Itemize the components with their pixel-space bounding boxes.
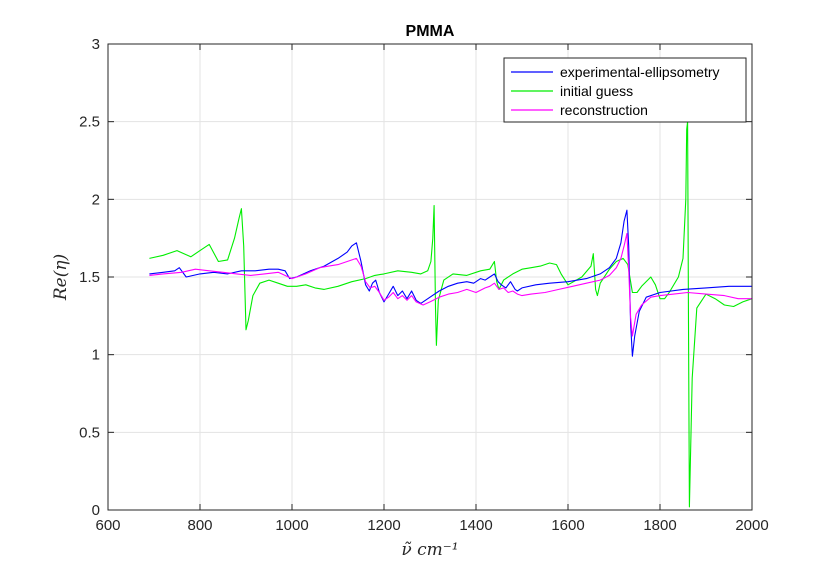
y-tick-label: 2 [92,191,100,208]
y-tick-label: 0 [92,502,100,519]
x-axis-label: ν̃ cm⁻¹ [401,540,458,560]
x-tick-label: 1600 [551,517,584,534]
x-tick-label: 600 [95,517,120,534]
y-tick-label: 0.5 [79,424,100,441]
y-tick-label: 1.5 [79,269,100,286]
legend-label: reconstruction [560,102,648,118]
series-line-experimental-ellipsometry [149,209,752,357]
ticks: 600 800 1000 1200 1400 1600 1800 2000 0 0.5 1 1.5 2 2… [79,36,769,534]
y-tick-label: 3 [92,36,100,53]
y-axis-label: Re(η) [51,254,71,301]
chart-title: PMMA [406,23,455,40]
series-line-initial-guess [149,121,753,508]
x-tick-label: 800 [187,517,212,534]
y-tick-label: 2.5 [79,114,100,131]
legend-box [503,57,747,123]
x-tick-label: 1200 [367,517,400,534]
x-tick-label: 1000 [275,517,308,534]
series-layer [149,121,753,508]
x-tick-label: 2000 [735,517,768,534]
legend-label: initial guess [560,83,633,99]
legend: experimental-ellipsometry initial guess re… [503,57,747,123]
legend-label: experimental-ellipsometry [560,64,720,80]
y-tick-label: 1 [92,347,100,364]
x-tick-label: 1800 [643,517,676,534]
x-tick-label: 1400 [459,517,492,534]
series-line-reconstruction [149,232,752,337]
